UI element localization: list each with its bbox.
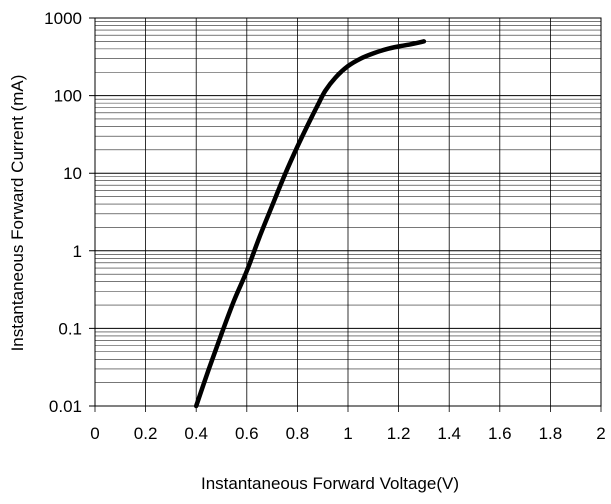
x-tick-label: 1.2: [387, 424, 411, 443]
label-layer: 0.01 0.1 1 10 100 1000 0 0.2 0.4 0.6 0.8 1 1.2 1.4 1.6…: [44, 9, 606, 443]
x-axis-title: Instantaneous Forward Voltage(V): [201, 474, 459, 493]
x-tick-label: 0.2: [134, 424, 158, 443]
x-tick-label: 0: [90, 424, 99, 443]
x-tick-label: 0.8: [286, 424, 310, 443]
y-tick-label: 1: [73, 242, 82, 261]
x-tick-label: 2: [596, 424, 605, 443]
x-tick-label: 0.4: [184, 424, 208, 443]
y-tick-label: 10: [63, 164, 82, 183]
x-tick-label: 1.4: [437, 424, 461, 443]
grid-layer: [89, 18, 601, 412]
x-tick-label: 1.6: [488, 424, 512, 443]
y-tick-label: 0.01: [49, 397, 82, 416]
y-tick-label: 1000: [44, 9, 82, 28]
x-tick-label: 0.6: [235, 424, 259, 443]
x-tick-label: 1: [343, 424, 352, 443]
y-tick-label: 0.1: [58, 319, 82, 338]
y-axis-title: Instantaneous Forward Current (mA): [8, 75, 27, 352]
x-tick-label: 1.8: [539, 424, 563, 443]
y-tick-label: 100: [54, 87, 82, 106]
